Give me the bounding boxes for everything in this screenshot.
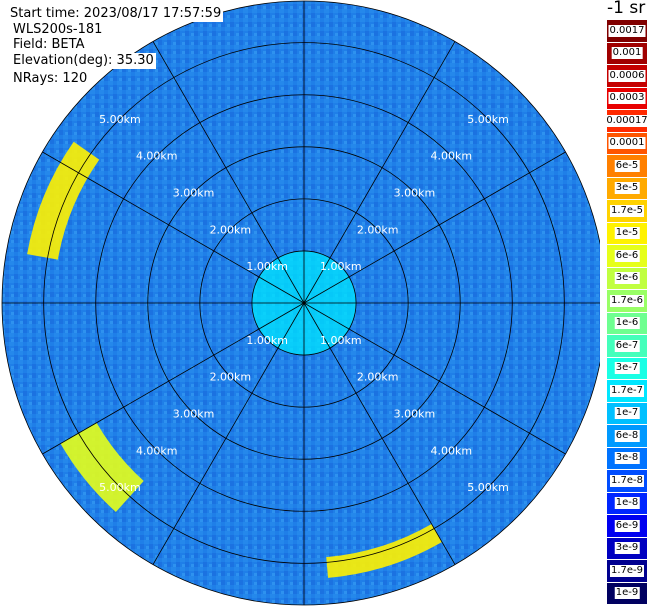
azimuth-line: [42, 151, 305, 304]
range-ring-label: 3.00km: [394, 407, 436, 420]
colorbar-tick-label: 6e-6: [614, 249, 640, 262]
range-ring-label: 4.00km: [430, 150, 472, 163]
azimuth-line: [303, 151, 566, 304]
colorbar-units: -1 sr: [607, 0, 646, 18]
colorbar-cell: 1.7e-5: [607, 200, 647, 223]
colorbar-cell: 3e-7: [607, 357, 647, 380]
colorbar-tick-label: 6e-5: [614, 159, 640, 172]
ppi-plot: 1.00km 1.00km 1.00km 1.00km 2.00km 2.00km 2.00…: [1, 0, 600, 606]
colorbar-tick-label: 6e-8: [614, 429, 640, 442]
colorbar-cell: 1e-6: [607, 312, 647, 335]
range-ring-label: 5.00km: [99, 113, 141, 126]
start-time-label: Start time: 2023/08/17 17:57:59: [8, 6, 224, 22]
range-ring-label: 4.00km: [430, 444, 472, 457]
azimuth-line: [152, 302, 305, 565]
instrument-label: WLS200s-181: [11, 22, 105, 38]
colorbar-tick-label: 6e-7: [614, 339, 640, 352]
colorbar-cell: 1e-5: [607, 222, 647, 245]
colorbar-tick-label: 0.00017: [605, 114, 647, 127]
colorbar-cell: 1.7e-8: [607, 470, 647, 493]
nrays-label: NRays: 120: [11, 71, 90, 87]
colorbar-cell: 6e-9: [607, 515, 647, 538]
colorbar-tick-label: 6e-9: [614, 519, 640, 532]
colorbar-cell: 6e-6: [607, 245, 647, 268]
colorbar-cell: 0.0003: [607, 87, 647, 110]
colorbar-tick-label: 1e-6: [614, 317, 640, 330]
colorbar-cell: 1e-8: [607, 492, 647, 515]
backscatter-feature: [27, 141, 100, 260]
colorbar-tick-label: 1.7e-8: [609, 474, 645, 487]
colorbar-tick-label: 1.7e-5: [609, 204, 645, 217]
range-ring-label: 1.00km: [320, 260, 362, 273]
colorbar-cell: 3e-9: [607, 537, 647, 560]
colorbar-tick-label: 3e-6: [614, 272, 640, 285]
colorbar-cell: 0.0017: [607, 20, 647, 43]
range-ring-label: 1.00km: [246, 260, 288, 273]
range-ring-label: 5.00km: [467, 481, 509, 494]
range-ring-label: 4.00km: [136, 150, 178, 163]
range-ring-label: 2.00km: [210, 223, 252, 236]
colorbar-tick-label: 1e-9: [614, 587, 640, 600]
colorbar-cell: 1e-9: [607, 582, 647, 605]
azimuth-line: [303, 302, 566, 455]
range-ring-label: 5.00km: [467, 113, 509, 126]
colorbar-tick-label: 3e-8: [614, 452, 640, 465]
colorbar-cell: 1.7e-6: [607, 290, 647, 313]
colorbar-tick-label: 3e-7: [614, 362, 640, 375]
range-ring-label: 3.00km: [173, 407, 215, 420]
colorbar-tick-label: 1e-5: [614, 227, 640, 240]
colorbar-cell: 3e-6: [607, 267, 647, 290]
colorbar-cell: 1e-7: [607, 402, 647, 425]
colorbar-tick-label: 0.001: [611, 47, 643, 60]
colorbar-cell: 1.7e-9: [607, 560, 647, 583]
colorbar-cell: 3e-5: [607, 177, 647, 200]
colorbar-tick-label: 1.7e-7: [609, 384, 645, 397]
elevation-label: Elevation(deg): 35.30: [11, 53, 156, 69]
range-ring-label: 2.00km: [357, 371, 399, 384]
azimuth-line: [42, 302, 305, 455]
colorbar-cell: 0.00017: [605, 110, 647, 133]
colorbar-tick-label: 0.0006: [608, 69, 646, 82]
colorbar-tick-label: 1e-8: [614, 497, 640, 510]
colorbar-tick-label: 1e-7: [614, 407, 640, 420]
range-ring-label: 5.00km: [99, 481, 141, 494]
azimuth-line: [303, 41, 456, 304]
colorbar-cell: 6e-7: [607, 335, 647, 358]
colorbar-cell: 6e-5: [607, 155, 647, 178]
range-ring-label: 3.00km: [173, 187, 215, 200]
azimuth-line: [303, 302, 456, 565]
colorbar-tick-label: 0.0001: [608, 137, 646, 150]
colorbar-tick-label: 1.7e-9: [609, 564, 645, 577]
colorbar-cell: 0.001: [607, 42, 647, 65]
range-ring-label: 1.00km: [246, 334, 288, 347]
range-ring-label: 2.00km: [357, 223, 399, 236]
colorbar-tick-label: 3e-5: [614, 182, 640, 195]
colorbar-cell: 3e-8: [607, 447, 647, 470]
colorbar-tick-label: 3e-9: [614, 542, 640, 555]
range-ring-label: 2.00km: [210, 371, 252, 384]
colorbar-tick-label: 1.7e-6: [609, 294, 645, 307]
range-ring-label: 4.00km: [136, 444, 178, 457]
colorbar-cell: 1.7e-7: [607, 380, 647, 403]
colorbar-cell: 6e-8: [607, 425, 647, 448]
field-label: Field: BETA: [11, 37, 87, 53]
colorbar-tick-label: 0.0003: [608, 92, 646, 105]
range-ring-label: 1.00km: [320, 334, 362, 347]
colorbar-cell: 0.0001: [607, 132, 647, 155]
azimuth-line: [152, 41, 305, 304]
colorbar-tick-label: 0.0017: [608, 24, 646, 37]
colorbar-cell: 0.0006: [607, 65, 647, 88]
range-ring-label: 3.00km: [394, 187, 436, 200]
